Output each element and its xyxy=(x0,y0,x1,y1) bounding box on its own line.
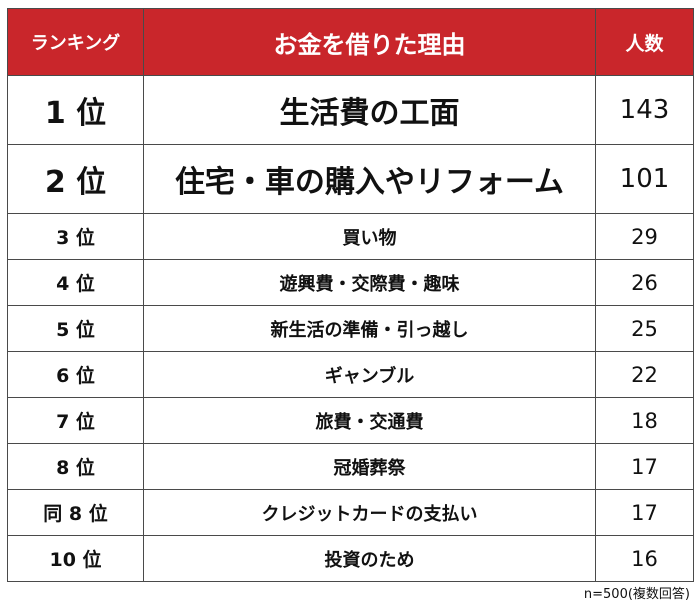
sample-size-note: n=500(複数回答) xyxy=(583,587,690,602)
rank-cell: 8 位 xyxy=(7,443,144,490)
table-row: 2 位 住宅・車の購入やリフォーム 101 xyxy=(7,144,694,214)
count-cell: 26 xyxy=(595,259,694,306)
ranking-table: ランキング お金を借りた理由 人数 1 位 生活費の工面 143 2 位 住宅・… xyxy=(7,8,694,582)
table-row: 同 8 位 クレジットカードの支払い 17 xyxy=(7,489,694,536)
count-cell: 18 xyxy=(595,397,694,444)
rank-cell: 6 位 xyxy=(7,351,144,398)
count-cell: 22 xyxy=(595,351,694,398)
header-ranking: ランキング xyxy=(7,8,144,76)
rank-cell: 4 位 xyxy=(7,259,144,306)
table-row: 7 位 旅費・交通費 18 xyxy=(7,397,694,444)
table-header: ランキング お金を借りた理由 人数 xyxy=(7,8,694,76)
reason-cell: 新生活の準備・引っ越し xyxy=(143,305,596,352)
count-cell: 25 xyxy=(595,305,694,352)
reason-cell: 冠婚葬祭 xyxy=(143,443,596,490)
reason-cell: 住宅・車の購入やリフォーム xyxy=(143,144,596,214)
reason-cell: 生活費の工面 xyxy=(143,75,596,145)
count-cell: 101 xyxy=(595,144,694,214)
table-row: 4 位 遊興費・交際費・趣味 26 xyxy=(7,259,694,306)
reason-cell: 投資のため xyxy=(143,535,596,582)
rank-cell: 10 位 xyxy=(7,535,144,582)
count-cell: 16 xyxy=(595,535,694,582)
reason-cell: ギャンブル xyxy=(143,351,596,398)
rank-cell: 2 位 xyxy=(7,144,144,214)
header-reason: お金を借りた理由 xyxy=(143,8,596,76)
count-cell: 17 xyxy=(595,443,694,490)
rank-cell: 5 位 xyxy=(7,305,144,352)
reason-cell: クレジットカードの支払い xyxy=(143,489,596,536)
reason-cell: 買い物 xyxy=(143,213,596,260)
header-row: ランキング お金を借りた理由 人数 xyxy=(7,8,694,76)
table-row: 5 位 新生活の準備・引っ越し 25 xyxy=(7,305,694,352)
count-cell: 143 xyxy=(595,75,694,145)
reason-cell: 遊興費・交際費・趣味 xyxy=(143,259,596,306)
table-row: 3 位 買い物 29 xyxy=(7,213,694,260)
count-cell: 29 xyxy=(595,213,694,260)
table-body: 1 位 生活費の工面 143 2 位 住宅・車の購入やリフォーム 101 3 位… xyxy=(7,75,694,582)
table-row: 10 位 投資のため 16 xyxy=(7,535,694,582)
rank-cell: 3 位 xyxy=(7,213,144,260)
table-row: 6 位 ギャンブル 22 xyxy=(7,351,694,398)
rank-cell: 同 8 位 xyxy=(7,489,144,536)
header-count: 人数 xyxy=(595,8,694,76)
reason-cell: 旅費・交通費 xyxy=(143,397,596,444)
table-row: 8 位 冠婚葬祭 17 xyxy=(7,443,694,490)
count-cell: 17 xyxy=(595,489,694,536)
rank-cell: 1 位 xyxy=(7,75,144,145)
rank-cell: 7 位 xyxy=(7,397,144,444)
table-row: 1 位 生活費の工面 143 xyxy=(7,75,694,145)
